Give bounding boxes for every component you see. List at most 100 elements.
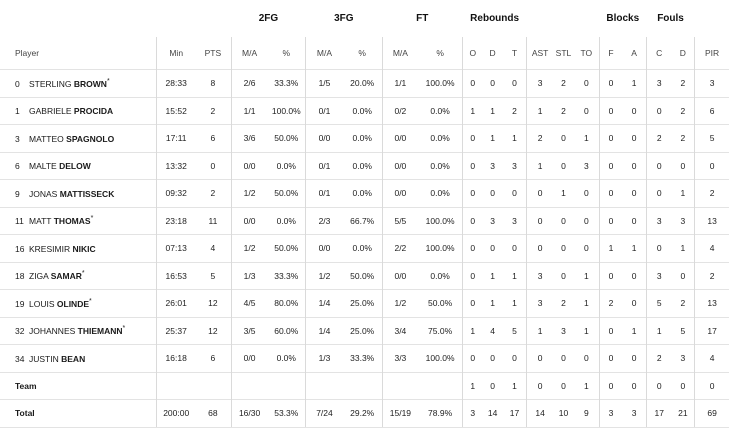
stat-ft-pct xyxy=(418,371,463,400)
player-name-cell[interactable]: 34 Justin Bean xyxy=(0,344,157,372)
player-row[interactable]: 3 Matteo Spagnolo 17:11 6 3/6 50.0% 0/0 0.0% 0/0… xyxy=(0,124,729,152)
stat-reb-d: 0 xyxy=(482,344,503,372)
stat-min: 07:13 xyxy=(156,234,196,262)
col-ft-pct[interactable]: % xyxy=(436,48,444,58)
col-3fg-pct[interactable]: % xyxy=(358,48,366,58)
stat-min: 16:53 xyxy=(156,261,196,290)
stat-stl: 10 xyxy=(552,399,575,428)
col-min[interactable]: Min xyxy=(156,37,196,70)
player-row[interactable]: 1 Gabriele Procida 15:52 2 1/1 100.0% 0/1 0.0% 0… xyxy=(0,96,729,125)
stat-foul-c: 3 xyxy=(645,206,672,235)
stat-ft-pct: 78.9% xyxy=(418,399,463,428)
stat-fg2-ma: 0/0 xyxy=(230,344,268,372)
player-number: 19 xyxy=(15,298,25,309)
player-number: 9 xyxy=(15,188,20,199)
stat-fg3-ma: 1/4 xyxy=(305,316,343,345)
col-reb-d[interactable]: D xyxy=(489,48,496,58)
stat-fg2-ma: 1/2 xyxy=(230,179,268,207)
stat-foul-c: 0 xyxy=(645,151,672,180)
stat-blk-f: 1 xyxy=(598,234,623,262)
col-pir[interactable]: PIR xyxy=(694,37,729,70)
stat-to: 1 xyxy=(574,261,600,290)
stat-min: 09:32 xyxy=(156,179,196,207)
stat-ft-pct: 0.0% xyxy=(418,124,463,152)
stat-pts: 6 xyxy=(195,344,232,372)
player-name-cell[interactable]: 18 Ziga Samar* xyxy=(0,261,157,290)
player-first-name: Matteo xyxy=(29,133,64,144)
stat-pir: 13 xyxy=(694,289,729,317)
stat-foul-d: 1 xyxy=(671,234,695,262)
stat-fg2-pct: 60.0% xyxy=(267,316,306,345)
stat-fg2-ma: 16/30 xyxy=(230,399,268,428)
col-pts[interactable]: PTS xyxy=(204,48,222,58)
col-ast[interactable]: AST xyxy=(526,37,553,70)
col-blk-a[interactable]: A xyxy=(631,48,637,58)
col-3fg-ma[interactable]: M/A xyxy=(305,37,343,70)
stat-fg2-ma: 2/6 xyxy=(230,69,268,97)
starter-marker: * xyxy=(90,215,94,223)
col-reb-o[interactable]: O xyxy=(461,37,483,70)
stat-reb-d: 1 xyxy=(482,124,503,152)
col-reb-t[interactable]: T xyxy=(511,48,518,58)
stat-fg3-pct: 0.0% xyxy=(342,124,383,152)
stat-reb-d: 3 xyxy=(482,206,503,235)
col-foul-c[interactable]: C xyxy=(645,37,672,70)
player-name-cell[interactable]: 1 Gabriele Procida xyxy=(0,96,157,125)
player-name-cell[interactable]: 16 Kresimir Nikic xyxy=(0,234,157,262)
stat-fg2-pct xyxy=(267,371,306,400)
stat-fg2-ma: 0/0 xyxy=(230,206,268,235)
player-first-name: Jonas xyxy=(29,188,58,199)
col-ft-ma[interactable]: M/A xyxy=(381,37,419,70)
player-last-name: Delow xyxy=(59,161,91,172)
stat-fg3-ma: 1/4 xyxy=(305,289,343,317)
stat-to: 1 xyxy=(574,289,600,317)
player-row[interactable]: 32 Johannes Thiemann* 25:37 12 3/5 60.0% 1/4 25… xyxy=(0,316,729,345)
stat-reb-d: 0 xyxy=(482,234,503,262)
stat-stl: 0 xyxy=(552,234,575,262)
player-row[interactable]: 19 Louis Olinde* 26:01 12 4/5 80.0% 1/4 25.0% 1/… xyxy=(0,289,729,317)
stat-reb-o: 0 xyxy=(461,261,483,290)
player-name-cell[interactable]: 0 Sterling Brown* xyxy=(0,69,157,97)
stat-stl: 0 xyxy=(552,206,575,235)
stat-reb-t: 1 xyxy=(502,124,527,152)
player-row[interactable]: 16 Kresimir Nikic 07:13 4 1/2 50.0% 0/0 0.0% 2/2… xyxy=(0,234,729,262)
stat-foul-d: 0 xyxy=(671,261,695,290)
player-row[interactable]: 0 Sterling Brown* 28:33 8 2/6 33.3% 1/5 20.0% 1/… xyxy=(0,69,729,97)
player-row[interactable]: 34 Justin Bean 16:18 6 0/0 0.0% 1/3 33.3% 3/3 100… xyxy=(0,344,729,372)
col-2fg-pct[interactable]: % xyxy=(282,48,291,58)
stat-ft-ma: 0/0 xyxy=(381,151,419,180)
player-row[interactable]: 9 Jonas Mattisseck 09:32 2 1/2 50.0% 0/1 0.0% 0/… xyxy=(0,179,729,207)
stat-ast: 1 xyxy=(526,151,553,180)
col-blk-f[interactable]: F xyxy=(598,37,623,70)
stat-foul-d: 2 xyxy=(671,124,695,152)
player-name-cell[interactable]: 6 Malte Delow xyxy=(0,151,157,180)
stat-min: 17:11 xyxy=(156,124,196,152)
player-row[interactable]: 11 Matt Thomas* 23:18 11 0/0 0.0% 2/3 66.7% 5/5 1… xyxy=(0,206,729,235)
player-name-cell[interactable]: 19 Louis Olinde* xyxy=(0,289,157,317)
stat-foul-d: 3 xyxy=(671,206,695,235)
col-to[interactable]: TO xyxy=(580,48,593,58)
col-stl[interactable]: STL xyxy=(555,48,572,58)
player-name-cell[interactable]: 11 Matt Thomas* xyxy=(0,206,157,235)
player-number: 34 xyxy=(15,353,25,364)
player-row[interactable]: 18 Ziga Samar* 16:53 5 1/3 33.3% 1/2 50.0% 0/0 0.… xyxy=(0,261,729,290)
stat-reb-t: 0 xyxy=(502,344,527,372)
player-last-name: Bean xyxy=(61,353,86,364)
stat-blk-f: 0 xyxy=(598,371,623,400)
stat-ft-pct: 100.0% xyxy=(418,69,463,97)
stat-stl: 0 xyxy=(552,344,575,372)
player-row[interactable]: 6 Malte Delow 13:32 0 0/0 0.0% 0/1 0.0% 0/0 0.0% 0… xyxy=(0,151,729,180)
player-last-name: Samar xyxy=(50,271,82,282)
stat-foul-c: 3 xyxy=(645,69,672,97)
stat-fg2-ma: 4/5 xyxy=(230,289,268,317)
col-player[interactable]: Player xyxy=(15,48,40,58)
col-foul-d[interactable]: D xyxy=(679,48,686,58)
col-2fg-ma[interactable]: M/A xyxy=(230,37,268,70)
player-number: 3 xyxy=(15,133,20,144)
stat-stl: 2 xyxy=(552,289,575,317)
stat-ft-pct: 0.0% xyxy=(418,179,463,207)
player-name-cell[interactable]: 32 Johannes Thiemann* xyxy=(0,316,157,345)
player-name-cell[interactable]: 9 Jonas Mattisseck xyxy=(0,179,157,207)
player-name-cell[interactable]: 3 Matteo Spagnolo xyxy=(0,124,157,152)
